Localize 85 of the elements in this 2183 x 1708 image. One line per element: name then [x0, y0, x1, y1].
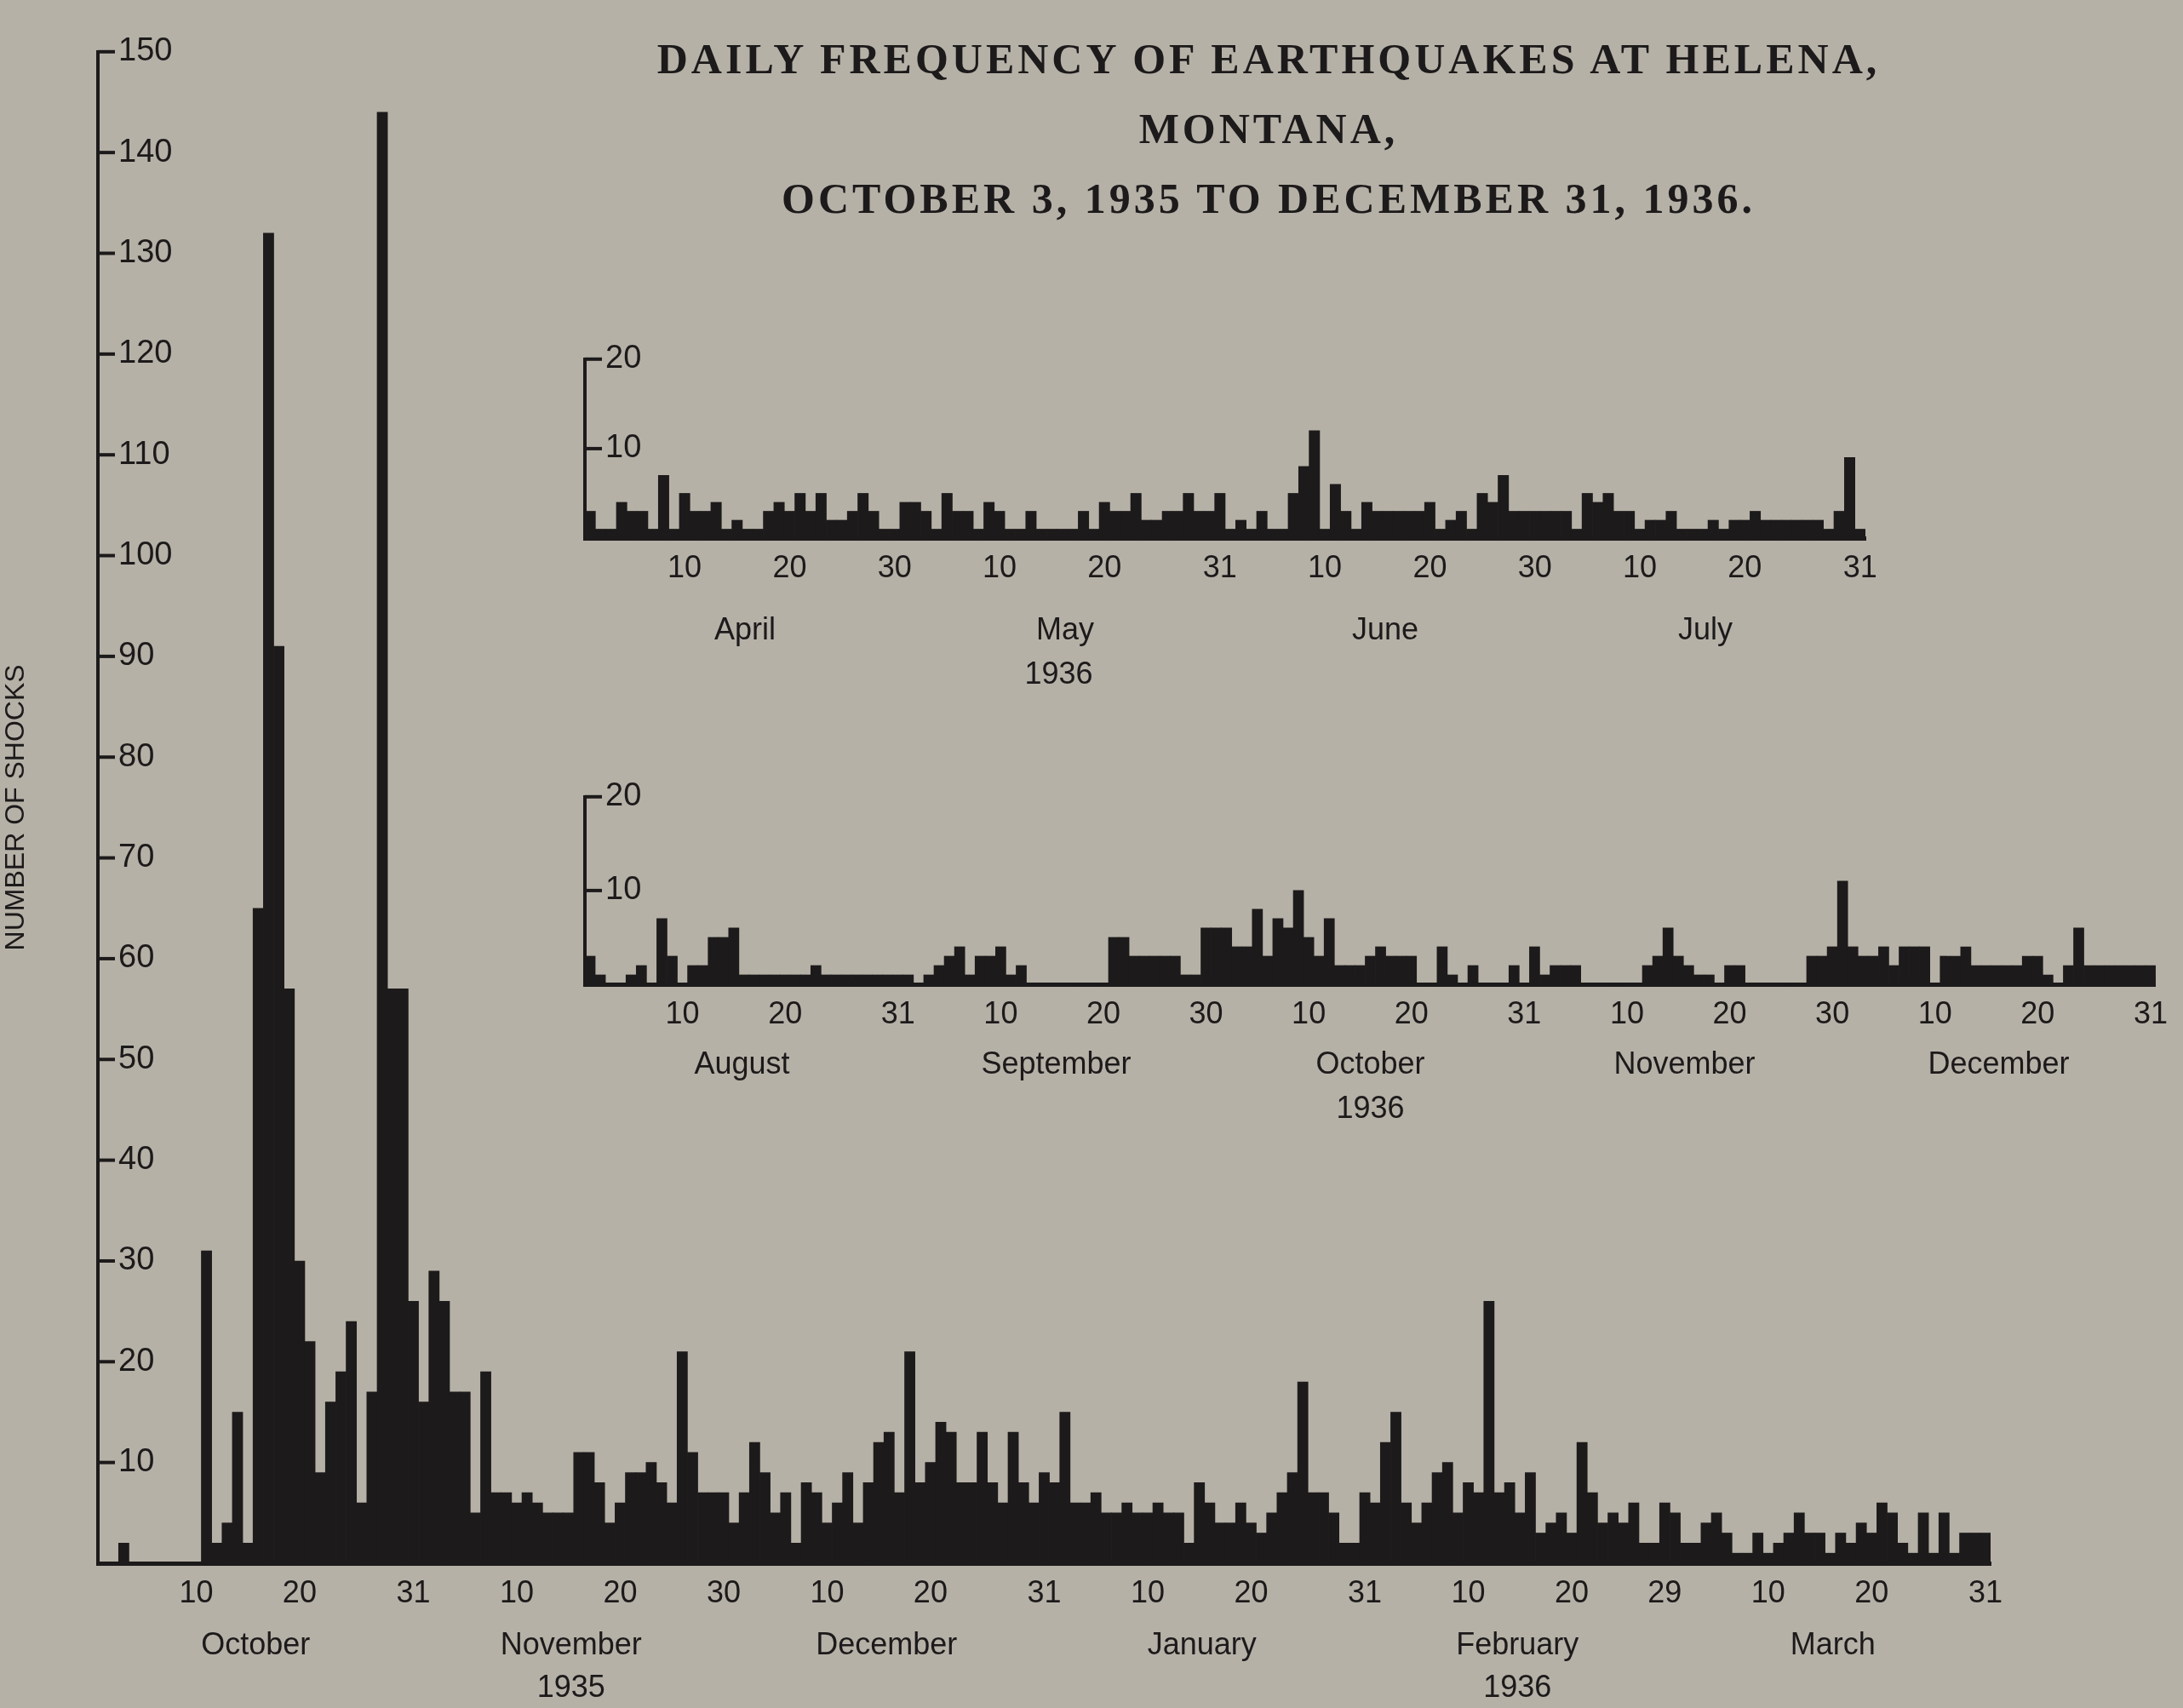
y-tick-label: 80 — [118, 737, 155, 773]
annotation: October — [1315, 1046, 1426, 1081]
annotation: 1936 — [1024, 656, 1093, 691]
text: December — [815, 1626, 959, 1662]
x-tick-label: 10 — [810, 1573, 845, 1609]
text: October — [200, 1626, 312, 1662]
text: February — [1455, 1626, 1580, 1662]
x-tick-label: 10 — [983, 994, 1018, 1030]
x-tick-label: 10 — [1292, 994, 1326, 1030]
x-tick-label: 20 — [2020, 994, 2055, 1030]
x-tick-label: 20 — [1086, 994, 1120, 1030]
x-tick-label: 31 — [1842, 548, 1877, 584]
x-tick-label: 20 — [1394, 994, 1429, 1030]
x-tick-label: 20 — [1854, 1573, 1889, 1609]
x-tick-label: 31 — [1027, 1573, 1062, 1609]
x-tick-label: 31 — [1507, 994, 1542, 1030]
annotation: June — [1350, 611, 1420, 647]
x-tick-label: 10 — [982, 548, 1017, 584]
y-tick-label: 10 — [605, 870, 642, 907]
y-tick-label: 130 — [118, 232, 173, 269]
y-tick-label: 90 — [118, 636, 155, 673]
x-tick-label: 31 — [2133, 994, 2168, 1030]
text: DAILY FREQUENCY OF EARTHQUAKES AT HELENA, MONTANA, — [656, 34, 1882, 154]
annotation: May — [1035, 611, 1095, 647]
x-tick-label: 10 — [668, 548, 702, 584]
x-tick-label: 10 — [499, 1573, 534, 1609]
y-axis-title: NUMBER OF SHOCKS — [0, 664, 31, 951]
annotation: April — [713, 611, 776, 647]
annotation: August — [693, 1046, 791, 1081]
x-tick-label: 20 — [1234, 1573, 1269, 1609]
x-axis-title: 1936 — [1336, 1090, 1405, 1126]
x-axis-title: 1936 — [1482, 1669, 1553, 1705]
y-tick-label: 10 — [605, 428, 642, 465]
y-tick-label: 100 — [118, 536, 173, 572]
x-tick-label: 10 — [665, 994, 700, 1030]
x-tick-label: 31 — [1968, 1573, 2003, 1609]
x-tick-label: 20 — [1555, 1573, 1590, 1609]
annotation: November — [1613, 1046, 1756, 1081]
x-tick-label: 10 — [1917, 994, 1952, 1030]
y-tick-label: 20 — [118, 1341, 155, 1378]
x-tick-label: 10 — [179, 1573, 214, 1609]
y-tick-label: 60 — [118, 938, 155, 975]
x-tick-label: 10 — [1609, 994, 1644, 1030]
x-tick-label: 30 — [1517, 548, 1552, 584]
y-tick-label: 70 — [118, 838, 155, 874]
y-tick-label: 10 — [118, 1442, 155, 1479]
x-tick-label: 20 — [768, 994, 803, 1030]
x-tick-label: 20 — [1712, 994, 1747, 1030]
y-tick-label: 150 — [118, 32, 173, 68]
x-tick-label: 10 — [1130, 1573, 1165, 1609]
annotation: July — [1677, 611, 1733, 647]
x-tick-label: 31 — [880, 994, 915, 1030]
y-tick-label: 20 — [605, 777, 642, 813]
x-tick-label: 10 — [1451, 1573, 1486, 1609]
x-tick-label: 10 — [1308, 548, 1343, 584]
text: OCTOBER 3, 1935 TO DECEMBER 31, 1936. — [781, 174, 1756, 224]
y-tick-label: 40 — [118, 1140, 155, 1177]
x-tick-label: 20 — [913, 1573, 948, 1609]
text: 1935 — [536, 1669, 606, 1705]
y-tick-label: 20 — [605, 339, 642, 375]
x-tick-label: 10 — [1622, 548, 1657, 584]
y-tick-label: 50 — [118, 1039, 155, 1075]
x-tick-label: 20 — [772, 548, 807, 584]
text: March — [1789, 1626, 1876, 1662]
y-tick-label: 120 — [118, 334, 173, 370]
annotation: December — [1927, 1046, 2071, 1081]
y-tick-label: 30 — [118, 1241, 155, 1277]
text: January — [1146, 1626, 1258, 1662]
x-tick-label: 30 — [706, 1573, 741, 1609]
annotation: September — [980, 1046, 1132, 1081]
x-tick-label: 31 — [1348, 1573, 1383, 1609]
x-tick-label: 20 — [1087, 548, 1122, 584]
text: November — [499, 1626, 643, 1662]
x-tick-label: 30 — [1189, 994, 1223, 1030]
x-tick-label: 30 — [1815, 994, 1850, 1030]
x-tick-label: 31 — [396, 1573, 431, 1609]
y-tick-label: 110 — [118, 434, 170, 471]
x-tick-label: 20 — [1727, 548, 1762, 584]
y-tick-label: 140 — [118, 132, 173, 169]
x-tick-label: 30 — [877, 548, 912, 584]
x-tick-label: 31 — [1202, 548, 1237, 584]
x-tick-label: 10 — [1750, 1573, 1785, 1609]
x-tick-label: 29 — [1647, 1573, 1682, 1609]
x-tick-label: 20 — [282, 1573, 317, 1609]
x-tick-label: 20 — [1412, 548, 1447, 584]
